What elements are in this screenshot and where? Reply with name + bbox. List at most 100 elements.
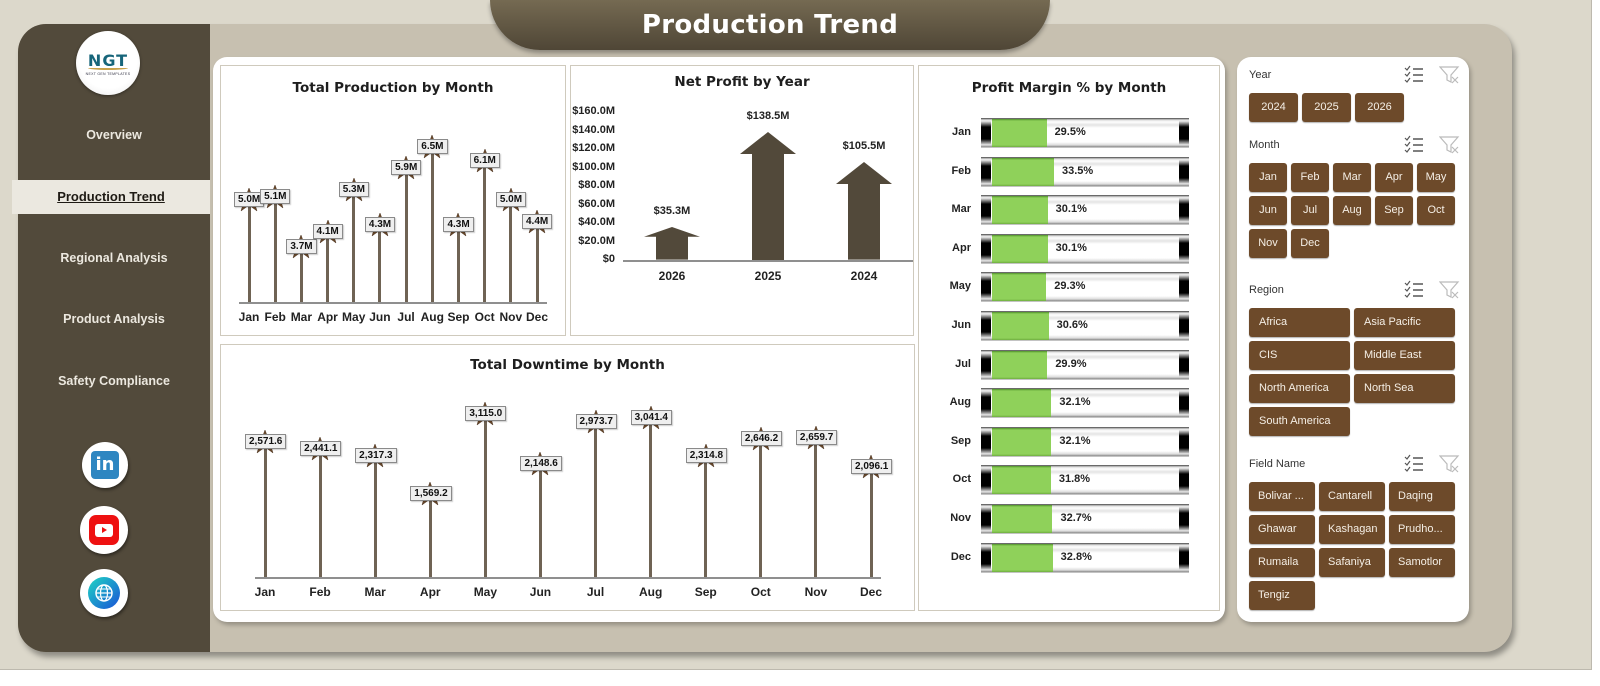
youtube-button[interactable] [80, 506, 128, 554]
region-option-asia-pacific[interactable]: Asia Pacific [1354, 308, 1455, 337]
field-option-cantarell[interactable]: Cantarell [1319, 482, 1385, 511]
month-option-may[interactable]: May [1417, 163, 1455, 192]
field-option-samotlor[interactable]: Samotlor [1389, 548, 1455, 577]
x-axis-label: Sep [694, 585, 717, 599]
field-option-ghawar[interactable]: Ghawar [1249, 515, 1315, 544]
field-option-tengiz[interactable]: Tengiz [1249, 581, 1315, 610]
multi-select-icon[interactable] [1403, 65, 1425, 85]
multi-select-icon[interactable] [1403, 135, 1425, 155]
month-option-aug[interactable]: Aug [1333, 196, 1371, 225]
data-label: 30.1% [1055, 203, 1087, 216]
clear-filter-icon[interactable] [1438, 280, 1461, 300]
clear-filter-icon[interactable] [1438, 65, 1461, 85]
data-label: 2,571.6 [245, 434, 287, 450]
month-option-nov[interactable]: Nov [1249, 229, 1287, 258]
year-options: 2024 2025 2026 [1249, 93, 1404, 122]
sidebar-item-safety-compliance[interactable]: Safety Compliance [58, 374, 170, 388]
data-label: 3.7M [286, 238, 317, 254]
region-option-cis[interactable]: CIS [1249, 341, 1350, 370]
region-option-middle-east[interactable]: Middle East [1354, 341, 1455, 370]
profit-margin-row: Aug 32.1% [919, 386, 1219, 420]
bar-cap [981, 121, 991, 145]
multi-select-icon[interactable] [1403, 280, 1425, 300]
multi-select-icon[interactable] [1403, 454, 1425, 474]
year-option-2024[interactable]: 2024 [1249, 93, 1298, 122]
production-plot: 5.0M Jan 5.1M Feb 3.7M Mar 4.1M Apr 5.3M May 4.3M J… [221, 66, 567, 337]
field-option-bolivar[interactable]: Bolivar ... [1249, 482, 1315, 511]
x-axis-label: Aug [420, 310, 444, 324]
month-option-apr[interactable]: Apr [1375, 163, 1413, 192]
month-option-jul[interactable]: Jul [1291, 196, 1329, 225]
month-option-mar[interactable]: Mar [1333, 163, 1371, 192]
data-label: 2,646.2 [740, 430, 783, 446]
sidebar-item-overview[interactable]: Overview [86, 128, 142, 142]
month-option-sep[interactable]: Sep [1375, 196, 1413, 225]
sidebar-item-product-analysis[interactable]: Product Analysis [63, 312, 165, 326]
year-option-2026[interactable]: 2026 [1355, 93, 1404, 122]
lollipop-stem [538, 466, 542, 577]
bar-cap [981, 429, 991, 454]
data-label: 1,569.2 [410, 486, 452, 502]
data-label: 2,973.7 [575, 413, 617, 429]
field-option-daqing[interactable]: Daqing [1389, 482, 1455, 511]
lollipop-stem [535, 223, 539, 302]
y-axis-label: Jan [952, 126, 971, 138]
month-option-jan[interactable]: Jan [1249, 163, 1287, 192]
x-axis-line [255, 577, 881, 579]
profit-margin-plot: Jan 29.5% Feb 33.5% Mar 30.1% Apr 30.1% May 29.3%… [919, 66, 1221, 612]
month-option-jun[interactable]: Jun [1249, 196, 1287, 225]
clear-filter-icon[interactable] [1438, 454, 1461, 474]
bar-cap [1179, 121, 1189, 145]
bar-cap [1179, 545, 1189, 570]
linkedin-icon: in [91, 451, 119, 479]
region-option-south-america[interactable]: South America [1249, 407, 1350, 436]
year-option-2025[interactable]: 2025 [1302, 93, 1351, 122]
month-option-feb[interactable]: Feb [1291, 163, 1329, 192]
data-label: 2,317.3 [355, 447, 397, 463]
region-option-africa[interactable]: Africa [1249, 308, 1350, 337]
bar-cap [1179, 314, 1189, 338]
profit-margin-row: Sep 32.1% [919, 425, 1219, 459]
lollipop-stem [594, 423, 598, 577]
bar-cap [981, 236, 991, 261]
y-axis-label: Jul [955, 357, 971, 370]
chart-title: Total Downtime by Month [470, 357, 665, 373]
data-label: 5.9M [391, 160, 422, 176]
lollipop-stem [318, 451, 322, 577]
bar-track: 30.6% [981, 311, 1189, 341]
lollipop-stem [326, 234, 330, 302]
chart-profit-margin: Profit Margin % by Month Jan 29.5% Feb 33.5… [918, 65, 1220, 611]
y-axis-label: $160.0M [572, 105, 615, 117]
field-option-rumaila[interactable]: Rumaila [1249, 548, 1315, 577]
linkedin-button[interactable]: in [82, 442, 128, 488]
website-button[interactable] [80, 569, 128, 617]
month-option-oct[interactable]: Oct [1417, 196, 1455, 225]
lollipop-stem [649, 420, 653, 577]
clear-filter-icon[interactable] [1438, 135, 1461, 155]
lollipop-stem [299, 248, 303, 302]
y-axis-label: Dec [950, 550, 971, 563]
x-axis-label: Jun [529, 585, 552, 599]
youtube-icon [89, 515, 119, 545]
data-label: 2,314.8 [685, 447, 728, 463]
downtime-plot: 2,571.6 Jan 2,441.1 Feb 2,317.3 Mar 1,569.2 Apr… [221, 345, 916, 612]
y-axis-label: Aug [949, 396, 971, 409]
slicer-field-name: Field Name Bolivar ... Cantarell Daqing Gha… [1249, 454, 1461, 610]
sidebar-item-production-trend[interactable]: Production Trend [12, 180, 210, 214]
data-label: $105.5M [842, 140, 886, 153]
field-option-prudho[interactable]: Prudho... [1389, 515, 1455, 544]
data-label: 30.1% [1055, 241, 1087, 254]
chart-net-profit: Net Profit by Year $0 $20.0M $40.0M $60.0M $… [570, 65, 914, 336]
data-label: 31.8% [1058, 473, 1091, 486]
y-axis-label: Oct [952, 473, 971, 486]
y-axis-label: Sep [950, 434, 971, 447]
region-option-north-america[interactable]: North America [1249, 374, 1350, 403]
sidebar-item-regional-analysis[interactable]: Regional Analysis [60, 251, 168, 265]
field-option-safaniya[interactable]: Safaniya [1319, 548, 1385, 577]
month-option-dec[interactable]: Dec [1291, 229, 1329, 258]
data-label: 2,148.6 [520, 456, 562, 472]
region-option-north-sea[interactable]: North Sea [1354, 374, 1455, 403]
x-axis-label: May [342, 310, 366, 324]
field-option-kashagan[interactable]: Kashagan [1319, 515, 1385, 544]
lollipop-stem [759, 440, 763, 577]
